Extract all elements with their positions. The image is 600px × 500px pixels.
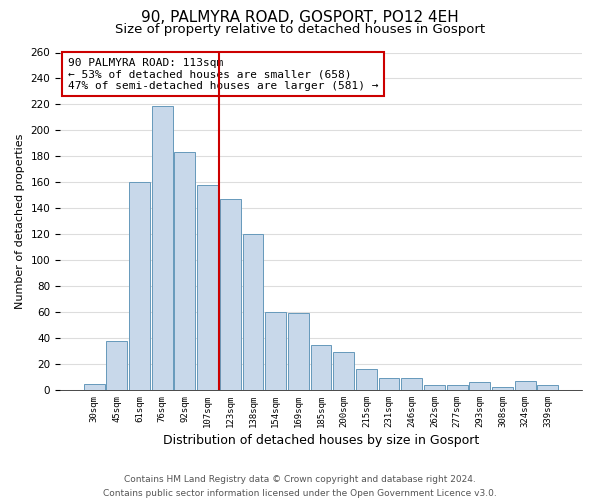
Bar — [424, 385, 445, 390]
Bar — [106, 340, 127, 390]
Text: Size of property relative to detached houses in Gosport: Size of property relative to detached ho… — [115, 22, 485, 36]
Bar — [356, 369, 377, 390]
Bar — [242, 234, 263, 390]
Bar — [265, 312, 286, 390]
Bar — [401, 378, 422, 390]
X-axis label: Distribution of detached houses by size in Gosport: Distribution of detached houses by size … — [163, 434, 479, 447]
Text: 90, PALMYRA ROAD, GOSPORT, PO12 4EH: 90, PALMYRA ROAD, GOSPORT, PO12 4EH — [141, 10, 459, 25]
Bar — [84, 384, 104, 390]
Bar — [446, 385, 467, 390]
Text: 90 PALMYRA ROAD: 113sqm
← 53% of detached houses are smaller (658)
47% of semi-d: 90 PALMYRA ROAD: 113sqm ← 53% of detache… — [68, 58, 379, 91]
Bar — [333, 352, 354, 390]
Bar — [492, 388, 513, 390]
Bar — [311, 344, 331, 390]
Bar — [197, 185, 218, 390]
Bar — [469, 382, 490, 390]
Bar — [220, 199, 241, 390]
Bar — [288, 314, 309, 390]
Y-axis label: Number of detached properties: Number of detached properties — [15, 134, 25, 309]
Text: Contains HM Land Registry data © Crown copyright and database right 2024.
Contai: Contains HM Land Registry data © Crown c… — [103, 476, 497, 498]
Bar — [515, 381, 536, 390]
Bar — [175, 152, 196, 390]
Bar — [152, 106, 173, 390]
Bar — [538, 385, 558, 390]
Bar — [129, 182, 150, 390]
Bar — [379, 378, 400, 390]
